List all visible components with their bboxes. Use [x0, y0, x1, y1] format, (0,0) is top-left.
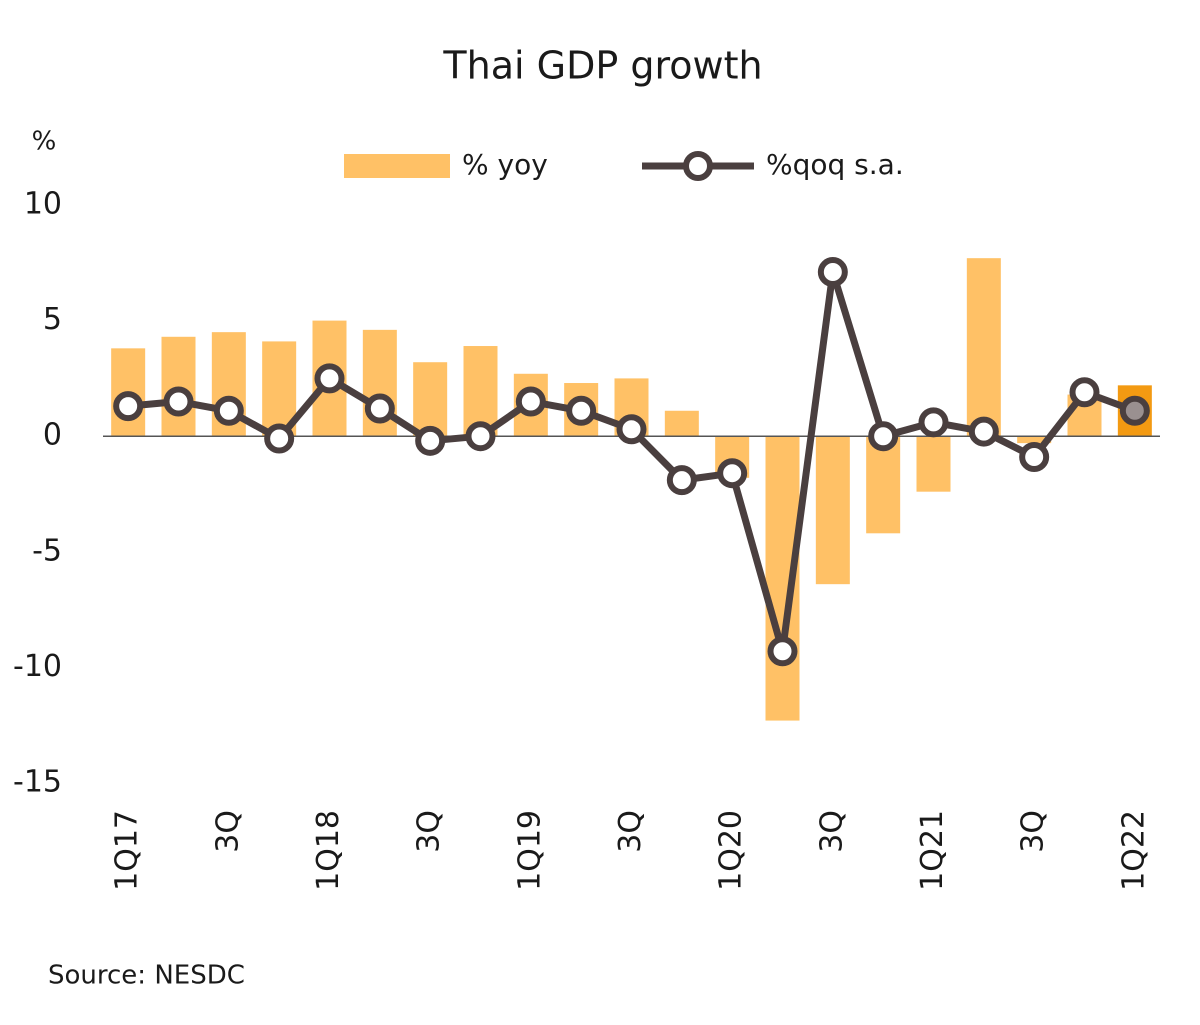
marker [364, 393, 395, 424]
marker [817, 257, 848, 288]
marker [1119, 395, 1150, 426]
marker [264, 423, 295, 454]
legend-label: % yoy [462, 148, 548, 181]
marker [717, 458, 748, 489]
marker [767, 636, 798, 667]
y-tick-label: -5 [32, 533, 62, 568]
marker [113, 391, 144, 422]
x-tick-label: 1Q22 [1116, 810, 1151, 891]
bar [815, 436, 850, 585]
x-tick-label: 1Q21 [915, 810, 950, 891]
bar [664, 410, 699, 437]
marker [1069, 377, 1100, 408]
marker [968, 416, 999, 447]
y-unit: % [32, 127, 57, 157]
bar [161, 336, 196, 437]
bar [866, 436, 901, 534]
x-tick-label: 3Q [210, 810, 245, 853]
y-tick-label: 5 [43, 302, 62, 337]
x-tick-label: 3Q [814, 810, 849, 853]
y-tick-label: 0 [43, 418, 62, 453]
marker [616, 414, 647, 445]
marker [415, 425, 446, 456]
legend-swatch [344, 154, 450, 178]
bar [463, 346, 498, 437]
bar [966, 258, 1001, 437]
source-note: Source: NESDC [48, 961, 245, 991]
legend-marker [683, 151, 713, 181]
chart-title: Thai GDP growth [442, 44, 762, 88]
y-tick-label: -10 [13, 649, 62, 684]
x-tick-label: 3Q [613, 810, 648, 853]
marker [566, 395, 597, 426]
marker [1019, 442, 1050, 473]
marker [213, 395, 244, 426]
x-tick-label: 1Q20 [714, 810, 749, 891]
y-tick-label: 10 [24, 187, 62, 222]
marker [163, 386, 194, 417]
x-tick-label: 1Q17 [110, 810, 145, 891]
y-tick-label: -15 [13, 765, 62, 800]
x-tick-label: 1Q19 [512, 810, 547, 891]
marker [314, 363, 345, 394]
x-tick-label: 3Q [412, 810, 447, 853]
marker [918, 407, 949, 438]
marker [666, 465, 697, 496]
marker [515, 386, 546, 417]
x-tick-label: 1Q18 [311, 810, 346, 891]
marker [465, 421, 496, 452]
marker [868, 421, 899, 452]
legend-label: %qoq s.a. [766, 148, 904, 181]
bar [413, 362, 448, 437]
bar [916, 436, 951, 492]
x-tick-label: 3Q [1016, 810, 1051, 853]
bar [1017, 436, 1052, 444]
